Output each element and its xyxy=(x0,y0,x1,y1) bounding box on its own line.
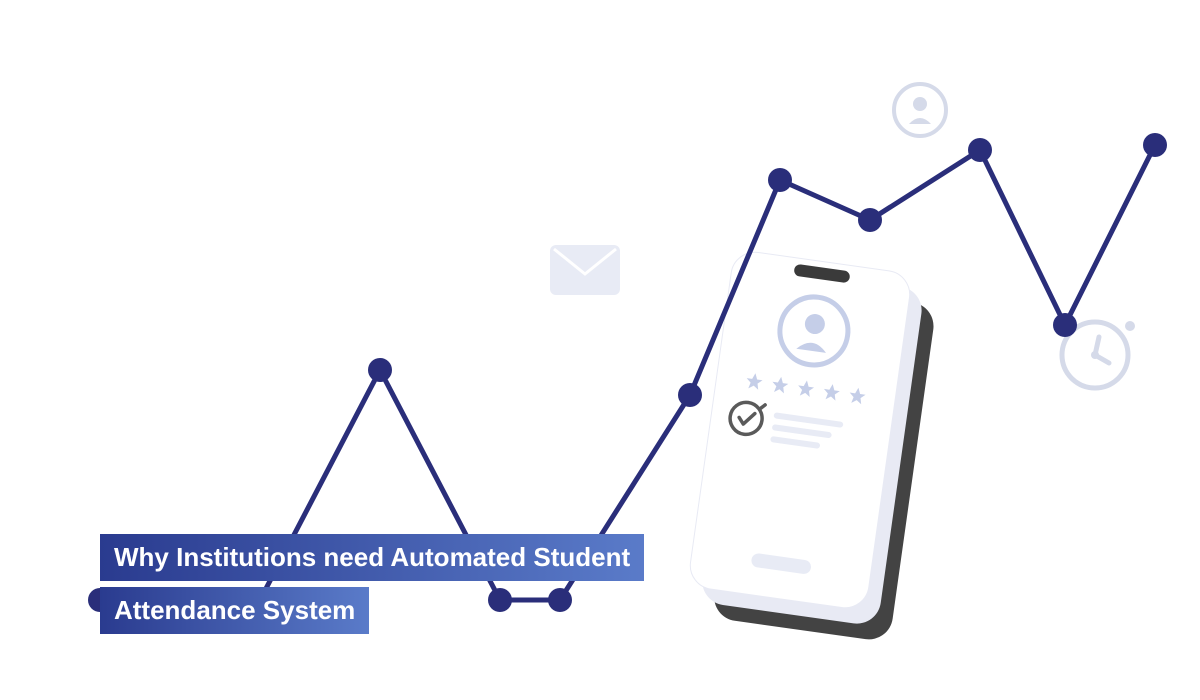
envelope-icon xyxy=(550,245,620,295)
user-circle-icon xyxy=(894,84,946,136)
phone-illustration xyxy=(683,249,940,642)
title-line-2: Attendance System xyxy=(100,587,369,634)
title-line-1: Why Institutions need Automated Student xyxy=(100,534,644,581)
title-block: Why Institutions need Automated Student … xyxy=(100,534,644,640)
